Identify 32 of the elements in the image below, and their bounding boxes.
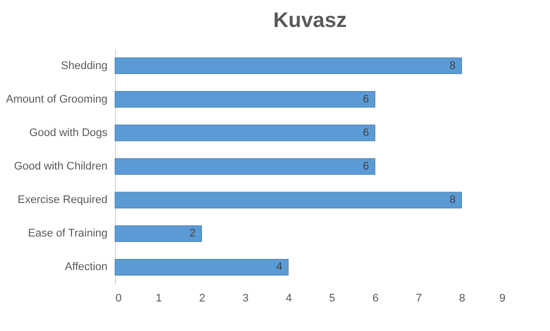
data-label: 6 <box>362 93 369 106</box>
y-tick-label: Good with Dogs <box>29 126 108 139</box>
x-tick-label: 4 <box>286 292 292 304</box>
y-tick-label: Shedding <box>61 60 108 72</box>
bar <box>114 158 376 175</box>
data-label: 2 <box>190 228 196 240</box>
chart-title: Kuvasz <box>273 9 347 32</box>
bar <box>114 225 202 242</box>
bar <box>114 91 376 108</box>
data-label: 8 <box>450 60 456 72</box>
y-tick-label: Ease of Training <box>28 228 108 240</box>
y-tick-label: Exercise Required <box>18 194 108 206</box>
x-tick-label: 3 <box>242 292 249 304</box>
bar <box>114 192 462 208</box>
x-tick-label: 9 <box>499 292 506 304</box>
x-tick-label: 1 <box>156 292 162 304</box>
data-label: 8 <box>450 194 456 206</box>
y-tick-label: Affection <box>64 261 108 274</box>
x-tick-label: 7 <box>416 292 422 304</box>
bar <box>114 258 289 276</box>
data-label: 4 <box>276 261 282 274</box>
x-tick-label: 2 <box>199 292 206 304</box>
y-tick-label: Amount of Grooming <box>6 93 108 106</box>
x-tick-label: 8 <box>459 292 466 304</box>
x-tick-label: 5 <box>329 292 336 304</box>
bar <box>114 58 462 74</box>
y-tick-label: Good with Children <box>14 160 108 172</box>
data-label: 6 <box>362 126 369 139</box>
x-tick-label: 6 <box>372 292 379 304</box>
x-tick-label: 0 <box>116 292 122 304</box>
bar <box>114 124 376 142</box>
data-label: 6 <box>362 160 369 172</box>
